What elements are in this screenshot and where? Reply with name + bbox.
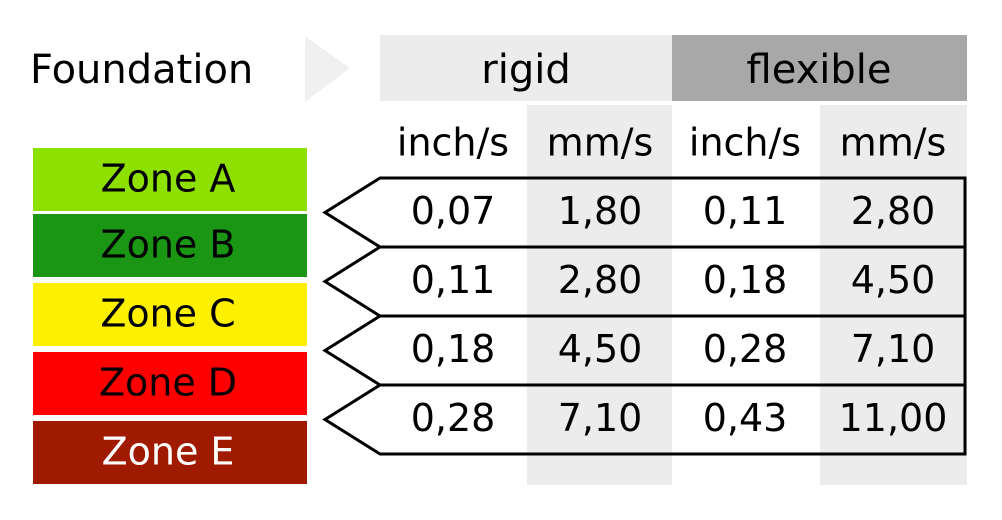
zone-label: Zone D (99, 361, 237, 405)
value-cell: 0,07 (411, 189, 496, 233)
value-cell: 0,18 (703, 258, 788, 302)
unit-label: mm/s (840, 121, 947, 165)
unit-label: inch/s (397, 121, 509, 165)
unit-label: mm/s (547, 121, 654, 165)
zone-box (33, 214, 307, 277)
value-cell: 0,11 (411, 258, 496, 302)
group-label: flexible (747, 47, 892, 93)
column-bg (820, 105, 967, 485)
zone-label: Zone A (101, 157, 236, 201)
unit-label: inch/s (689, 121, 801, 165)
value-cell: 0,11 (703, 189, 788, 233)
value-cell: 2,80 (558, 258, 643, 302)
zone-box (33, 352, 307, 415)
zone-label: Zone B (101, 223, 236, 267)
value-cell: 7,10 (851, 327, 936, 371)
value-cell: 11,00 (839, 396, 948, 440)
rigid-header-bg (380, 35, 672, 101)
row-outline (322, 383, 967, 456)
value-cell: 4,50 (558, 327, 643, 371)
value-cell: 4,50 (851, 258, 936, 302)
zone-label: Zone C (100, 292, 235, 336)
zone-box (33, 283, 307, 346)
title: Foundation (30, 47, 253, 93)
value-cell: 2,80 (851, 189, 936, 233)
zone-box (33, 421, 307, 484)
header-arrow (305, 36, 350, 102)
value-cell: 0,18 (411, 327, 496, 371)
value-cell: 1,80 (558, 189, 643, 233)
zone-box (33, 148, 307, 211)
value-cell: 0,43 (703, 396, 788, 440)
column-bg (527, 105, 672, 485)
value-cell: 7,10 (558, 396, 643, 440)
value-cell: 0,28 (411, 396, 496, 440)
zone-label: Zone E (102, 430, 235, 474)
flexible-header-bg (672, 35, 967, 101)
value-cell: 0,28 (703, 327, 788, 371)
group-label: rigid (481, 47, 570, 93)
